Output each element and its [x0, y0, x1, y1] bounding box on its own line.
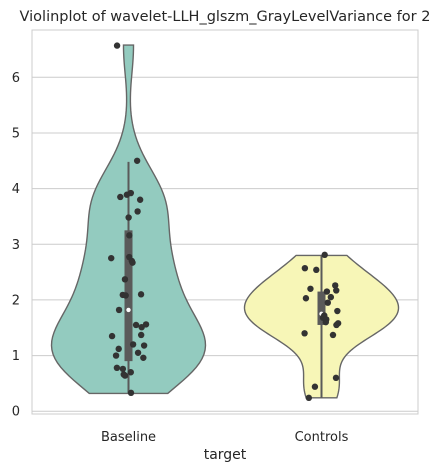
data-point: [137, 331, 145, 339]
data-point: [108, 332, 116, 340]
data-point: [121, 372, 129, 379]
data-point: [311, 383, 319, 390]
data-point: [127, 369, 134, 376]
y-tick-label: 2: [12, 293, 20, 308]
data-point: [140, 342, 148, 349]
data-point: [334, 307, 341, 315]
data-point: [127, 389, 135, 397]
y-tick-label: 3: [12, 238, 20, 253]
y-axis-ticks: 0 1 2 3 4 5 6: [12, 71, 20, 420]
data-point: [115, 345, 122, 353]
data-point: [122, 292, 129, 299]
data-point: [126, 232, 133, 239]
data-point: [129, 341, 137, 348]
data-point: [321, 251, 328, 259]
data-point: [115, 306, 123, 314]
data-point: [332, 282, 339, 289]
data-point: [134, 349, 142, 356]
data-point: [136, 196, 144, 203]
x-tick-label: Controls: [295, 430, 349, 445]
y-tick-label: 4: [12, 182, 20, 197]
data-point: [125, 214, 132, 221]
iqr-box: [317, 291, 326, 325]
y-tick-label: 5: [12, 126, 20, 141]
violins: [50, 42, 400, 402]
data-point: [307, 285, 314, 292]
data-point: [108, 254, 115, 262]
data-point: [332, 374, 340, 382]
data-point: [113, 364, 121, 372]
violin-controls: [243, 251, 400, 402]
chart-title: Violinplot of wavelet-LLH_glszm_GrayLeve…: [20, 9, 431, 25]
data-point: [112, 352, 120, 359]
data-point: [322, 318, 330, 326]
data-point: [134, 208, 141, 215]
x-axis-ticks: Baseline Controls: [101, 430, 349, 445]
median-marker: [126, 307, 131, 313]
data-point: [329, 331, 337, 339]
x-tick-label: Baseline: [101, 430, 156, 445]
data-point: [129, 259, 136, 266]
y-tick-label: 6: [12, 71, 20, 86]
y-tick-label: 0: [12, 405, 20, 420]
data-point: [333, 321, 340, 329]
data-point: [305, 394, 313, 402]
y-tick-label: 1: [12, 349, 20, 364]
data-point: [302, 295, 310, 302]
data-point: [119, 365, 127, 373]
data-point: [133, 157, 141, 164]
data-point: [113, 42, 121, 49]
data-point: [333, 287, 340, 294]
data-point: [137, 291, 145, 298]
data-point: [121, 276, 129, 283]
data-point: [313, 266, 320, 274]
x-axis-label: target: [204, 447, 247, 463]
violin-baseline: [50, 42, 207, 397]
data-point: [117, 193, 124, 201]
data-point: [301, 264, 309, 272]
data-point: [138, 323, 145, 331]
data-point: [327, 293, 335, 301]
data-point: [140, 354, 147, 361]
data-point: [301, 330, 308, 337]
data-point: [324, 299, 331, 306]
data-point: [132, 321, 140, 329]
data-point: [323, 288, 331, 295]
data-point: [123, 191, 131, 198]
